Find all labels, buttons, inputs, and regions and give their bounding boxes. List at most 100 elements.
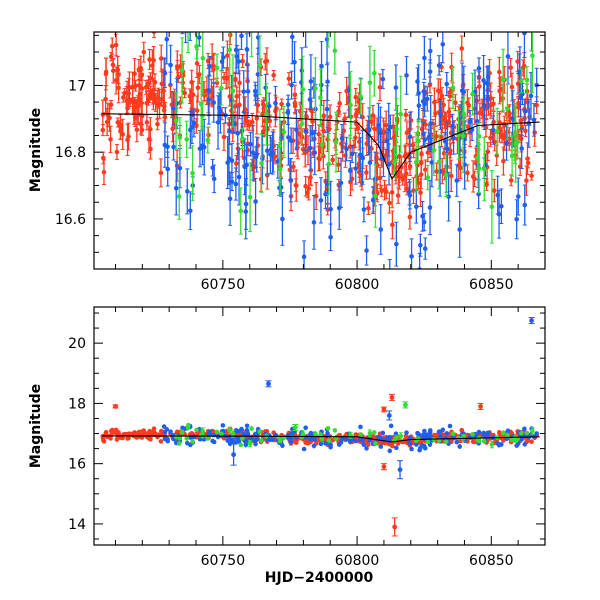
bottom-data-point (319, 436, 325, 442)
top-data-point (388, 114, 393, 140)
top-data-point (180, 32, 185, 35)
top-data-point (294, 109, 299, 151)
bottom-data-point (360, 437, 365, 443)
bottom-data-point (376, 434, 381, 440)
bottom-data-point (326, 437, 332, 444)
bottom-data-point (139, 431, 145, 437)
top-data-point (139, 72, 145, 105)
bottom-data-point (456, 435, 461, 441)
bottom-data-point (277, 438, 283, 444)
top-data-point (497, 113, 502, 143)
bottom-data-point (519, 430, 524, 436)
bottom-outlier-point (388, 393, 395, 401)
top-data-point (423, 159, 428, 180)
top-data-point (136, 59, 142, 80)
top-data-point (459, 62, 465, 119)
top-data-point (347, 160, 353, 182)
top-data-point (426, 124, 432, 150)
top-data-point (249, 112, 255, 132)
top-data-point (428, 95, 433, 153)
top-data-point (253, 177, 258, 226)
top-data-point (373, 164, 378, 228)
top-data-point (155, 117, 160, 131)
top-data-point (419, 151, 424, 175)
top-data-point (101, 159, 107, 186)
bottom-outlier-point (386, 410, 393, 421)
top-data-point (277, 142, 283, 196)
top-data-point (173, 91, 179, 150)
top-data-point (289, 32, 295, 65)
top-data-point (303, 32, 308, 48)
bottom-data-point (205, 436, 211, 441)
top-data-point (133, 79, 138, 92)
top-data-point (168, 44, 173, 86)
top-data-point (530, 32, 535, 94)
top-data-point (433, 99, 438, 127)
top-data-point (293, 178, 299, 193)
bottom-data-point (227, 426, 233, 434)
top-data-point (114, 144, 120, 160)
top-data-point (194, 95, 200, 126)
bottom-data-point (270, 437, 275, 442)
top-data-point (427, 38, 433, 64)
top-data-point (265, 126, 270, 175)
y-tick-label: 16.6 (55, 212, 86, 228)
bottom-data-point (361, 442, 367, 448)
top-data-point (459, 35, 465, 62)
top-data-point (519, 127, 525, 170)
top-y-axis-title: Magnitude (28, 108, 44, 192)
top-data-point (358, 78, 363, 115)
bottom-data-point (525, 438, 531, 443)
top-data-point (161, 74, 166, 106)
bottom-data-point (144, 432, 150, 438)
top-data-point (206, 74, 212, 125)
top-data-point (162, 122, 168, 168)
bottom-data-point (239, 426, 244, 432)
bottom-data-point (162, 436, 168, 442)
top-data-point (245, 0, 250, 20)
top-data-point (524, 66, 530, 94)
top-data-point (313, 182, 319, 211)
top-data-point (439, 127, 444, 148)
bottom-data-point (534, 431, 539, 436)
top-data-point (418, 178, 423, 207)
bottom-data-point (312, 437, 318, 442)
top-panel-model-line (102, 113, 540, 181)
top-data-point (494, 107, 500, 155)
top-data-point (236, 48, 242, 75)
bottom-data-point (380, 430, 386, 436)
top-data-point (318, 177, 324, 224)
top-data-point (113, 33, 119, 57)
top-data-point (280, 192, 285, 246)
top-data-point (409, 238, 414, 269)
bottom-data-point (318, 441, 324, 447)
top-data-point (457, 201, 462, 258)
top-data-point (249, 32, 254, 58)
top-data-point (454, 164, 460, 197)
top-data-point (451, 121, 456, 155)
bottom-outlier-point (477, 402, 484, 410)
top-data-point (116, 72, 121, 104)
top-data-point (414, 189, 419, 224)
top-data-point (285, 94, 291, 115)
bottom-data-point (133, 431, 138, 436)
bottom-data-point (475, 437, 481, 443)
bottom-data-point (387, 448, 393, 454)
top-data-point (240, 127, 245, 150)
bottom-data-point (422, 428, 427, 434)
top-data-point (336, 157, 341, 172)
bottom-data-point (353, 438, 359, 444)
top-data-point (499, 127, 505, 144)
bottom-data-point (151, 426, 157, 431)
bottom-data-point (394, 445, 399, 451)
bottom-data-point (254, 437, 259, 443)
top-data-point (188, 0, 193, 14)
bottom-data-point (366, 442, 371, 447)
bottom-data-point (243, 442, 249, 448)
bottom-data-point (249, 426, 254, 431)
top-data-point (376, 102, 381, 148)
top-data-point (104, 107, 110, 137)
bottom-data-point (200, 427, 206, 435)
top-data-point (143, 79, 149, 95)
